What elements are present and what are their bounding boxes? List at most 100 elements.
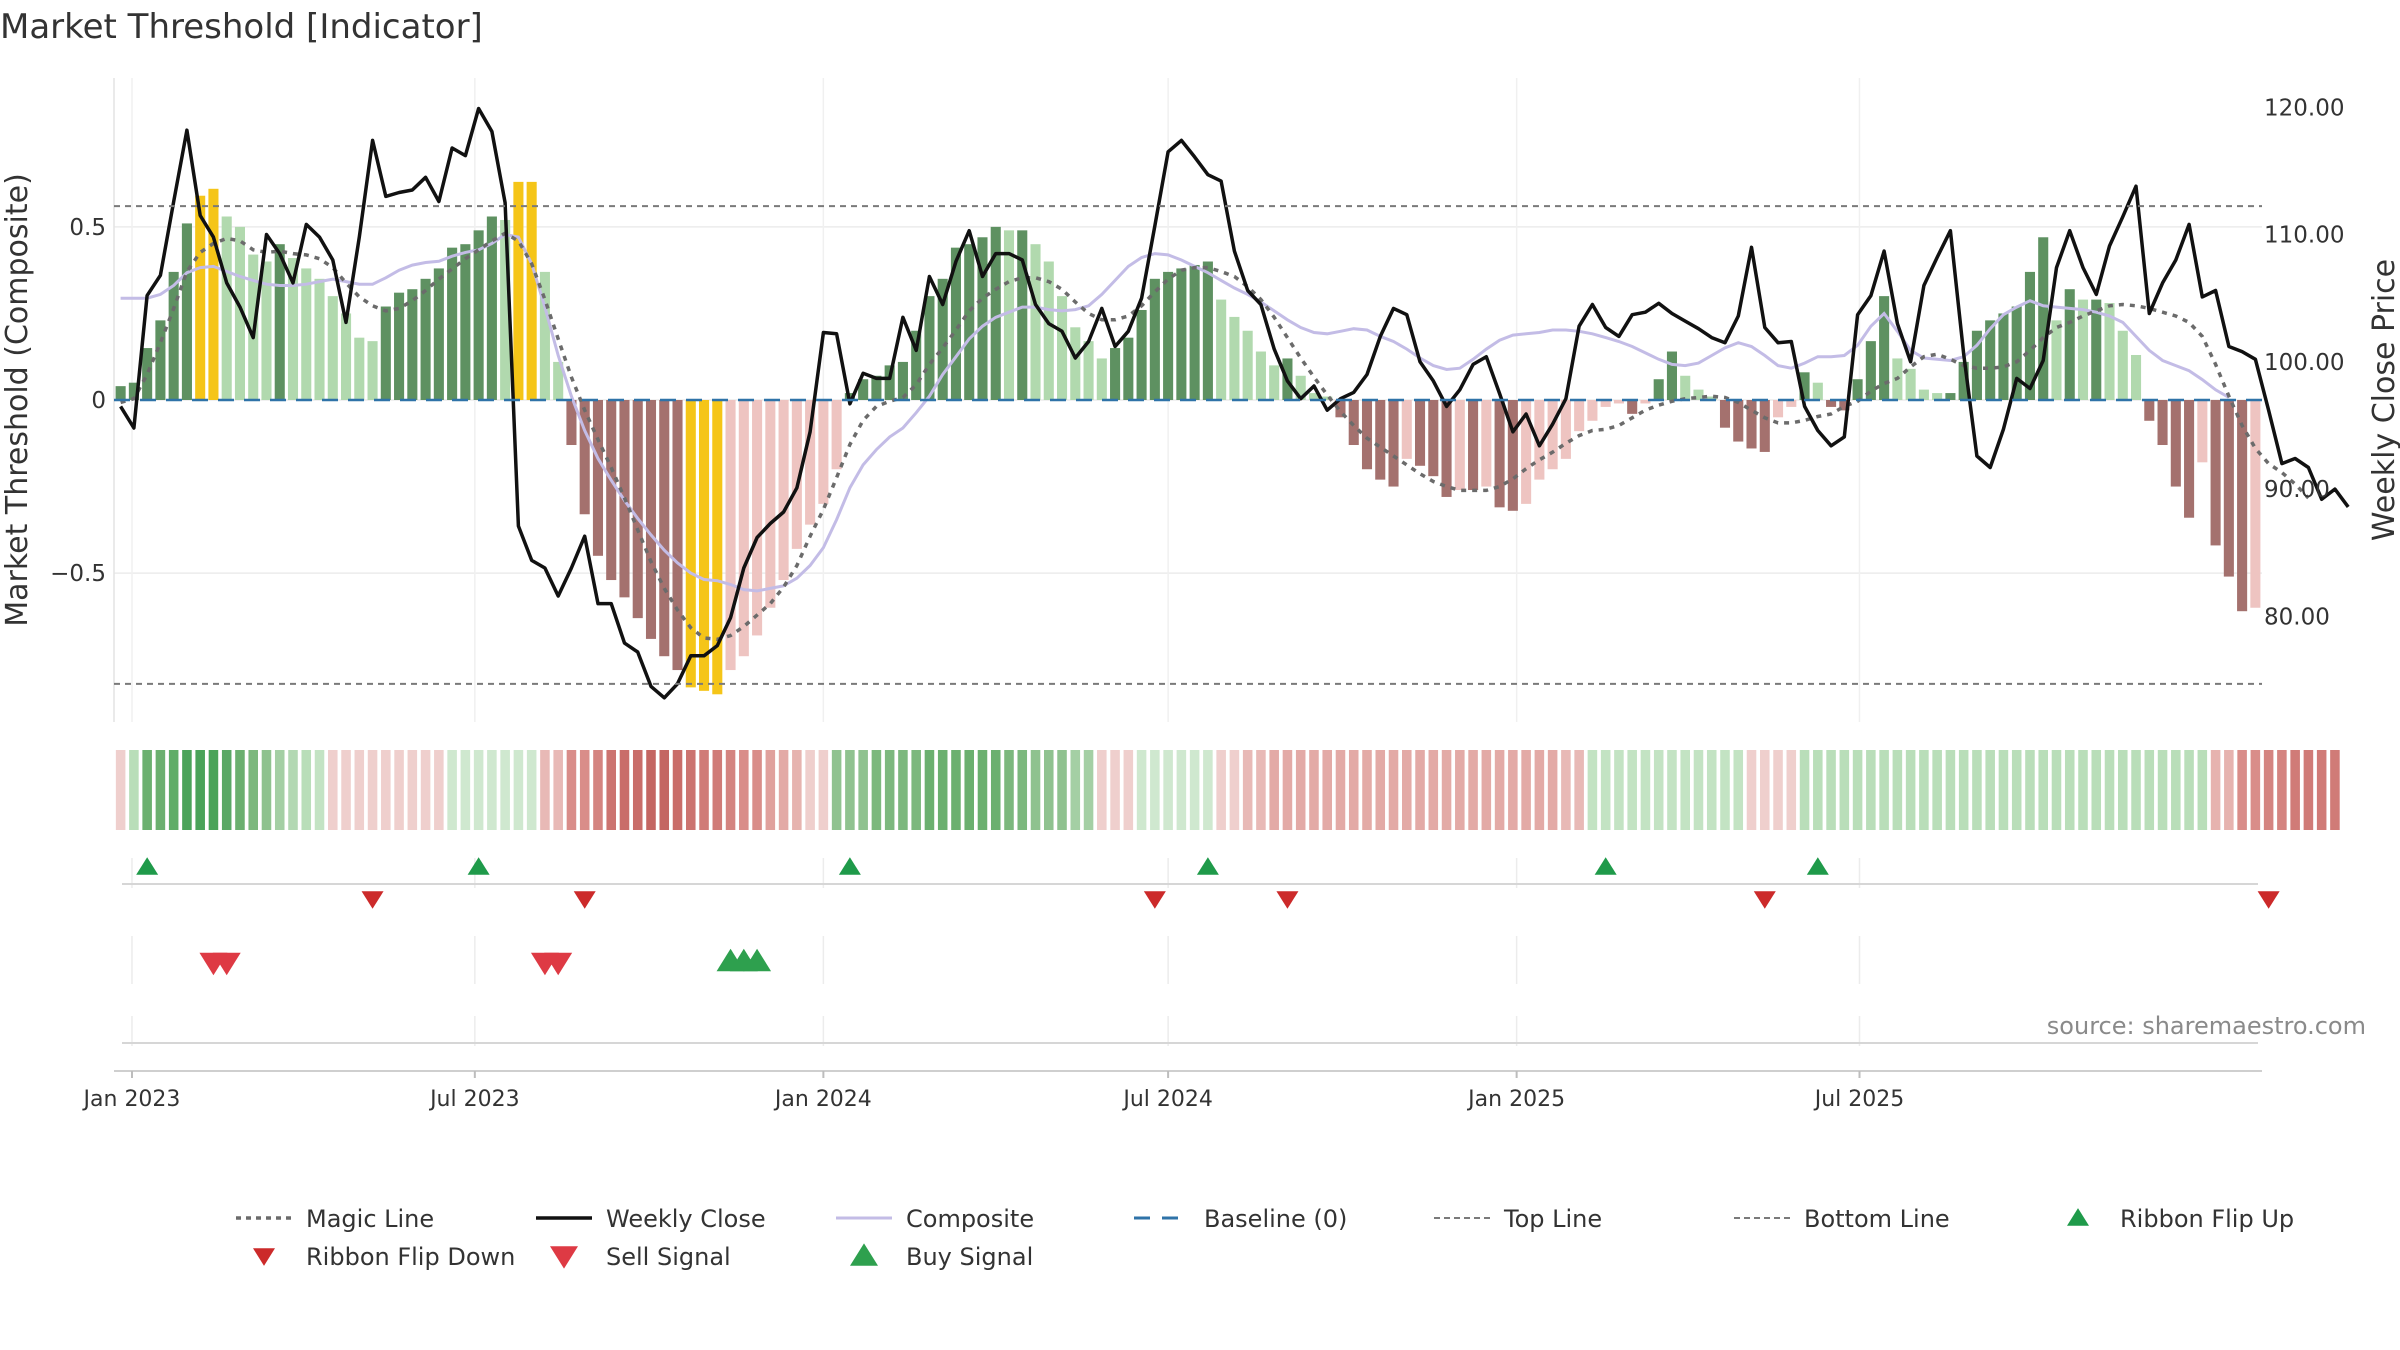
buy-signal-marker [743,948,772,972]
histogram-bar [261,261,272,400]
histogram-bar [964,244,975,400]
y-tick-label-right: 110.00 [2264,223,2344,249]
ribbon-cell [1534,750,1545,830]
ribbon-cell [1402,750,1412,830]
ribbon-cell [632,750,643,830]
ribbon-cell [1892,750,1903,830]
x-tick-label: Jul 2025 [1813,1087,1905,1112]
histogram-bar [1056,296,1068,400]
legend-swatch-triangle [850,1243,878,1266]
ribbon-cell [1057,750,1067,830]
ribbon-cell [686,750,696,830]
ribbon-cell [2038,750,2048,830]
legend-item-buy: Buy Signal [850,1243,1033,1271]
histogram-bar [553,361,564,400]
histogram-bar [672,400,683,671]
histogram-bar [1932,393,1943,400]
ribbon-cell [951,750,961,830]
histogram-bar [1945,393,1956,400]
x-tick-label: Jul 2024 [1121,1087,1213,1112]
histogram-bar [327,296,338,400]
x-tick-label: Jul 2023 [428,1087,520,1112]
x-tick-label: Jan 2024 [773,1087,872,1112]
ribbon-cell [195,750,205,830]
ribbon-cell [235,750,245,830]
histogram-bar [831,400,842,470]
ribbon-cell [1468,750,1478,830]
ribbon-cell [579,750,590,830]
histogram-bar [115,386,126,400]
weekly-close-line [119,106,2350,700]
histogram-bar [1428,400,1439,477]
ribbon-cell [2250,750,2261,830]
ribbon-cell [672,750,683,830]
ribbon-cell [937,750,948,830]
ribbon-cell [765,750,776,830]
ribbon-cell [1004,750,1014,830]
histogram-bar [221,216,232,400]
ribbon-cell [725,750,736,830]
ribbon-cell [1017,750,1028,830]
histogram-bar [2144,400,2155,421]
legend-item-magic: Magic Line [236,1205,434,1233]
histogram-bar [579,400,590,515]
histogram-bar [367,341,378,400]
y-tick-label-left: −0.5 [50,561,106,587]
histogram-bar [142,348,153,400]
ribbon-cell [1070,750,1081,830]
legend-item-sell: Sell Signal [550,1243,731,1271]
histogram-bar [2038,237,2049,400]
ribbon-cell [1574,750,1584,830]
histogram-bar [1269,365,1280,400]
ribbon-cell [1309,750,1319,830]
ribbon-cell [142,750,152,830]
y-tick-label-left: 0 [91,388,106,414]
ribbon-cell [1150,750,1160,830]
histogram-bar [460,244,471,400]
ribbon-cell [288,750,298,830]
ribbon-cell [1521,750,1531,830]
ribbon-cell [1269,750,1279,830]
histogram-bar [1653,379,1664,400]
ribbon-cell [566,750,577,830]
histogram-bar [1865,341,1876,400]
ribbon-cell [2091,750,2102,830]
legend: Magic Line Weekly Close Composite Baseline … [236,1205,2294,1271]
legend-label: Magic Line [306,1205,434,1233]
ribbon-cell [2078,750,2088,830]
histogram-bar [1521,400,1532,504]
histogram-bar [1627,400,1638,414]
x-tick-label: Jan 2025 [1466,1087,1565,1112]
ribbon-cell [473,750,484,830]
histogram-bar [1879,296,1890,400]
legend-item-composite: Composite [836,1205,1034,1233]
ribbon-cell [1919,750,1929,830]
ribbon-cell [593,750,603,830]
histogram-bar [1958,361,1969,400]
ribbon-cell [1176,750,1187,830]
ribbon-cell [924,750,935,830]
ribbon-cell [1110,750,1120,830]
histogram-bar [1149,278,1160,400]
ribbon-cell [274,750,285,830]
histogram-bar [513,181,524,400]
ribbon-cell [2157,750,2168,830]
histogram-bar [1348,400,1359,446]
histogram-bar [924,296,935,400]
histogram-bar [208,188,219,400]
histogram-bar [698,400,710,691]
legend-item-top: Top Line [1434,1205,1602,1233]
ribbon-cell [805,750,815,830]
ribbon-cell [1282,750,1293,830]
histogram-bar [1216,299,1227,400]
ribbon-flip-down-marker [573,891,596,909]
ribbon-cell [990,750,1001,830]
grid-lines [113,78,2262,1046]
ribbon-cell [487,750,497,830]
ribbon-cell [2064,750,2075,830]
histogram-bar [1176,268,1187,400]
histogram-bar [1335,400,1346,418]
ribbon-cell [2118,750,2128,830]
histogram-bar [1547,400,1558,470]
ribbon-cell [1561,750,1571,830]
